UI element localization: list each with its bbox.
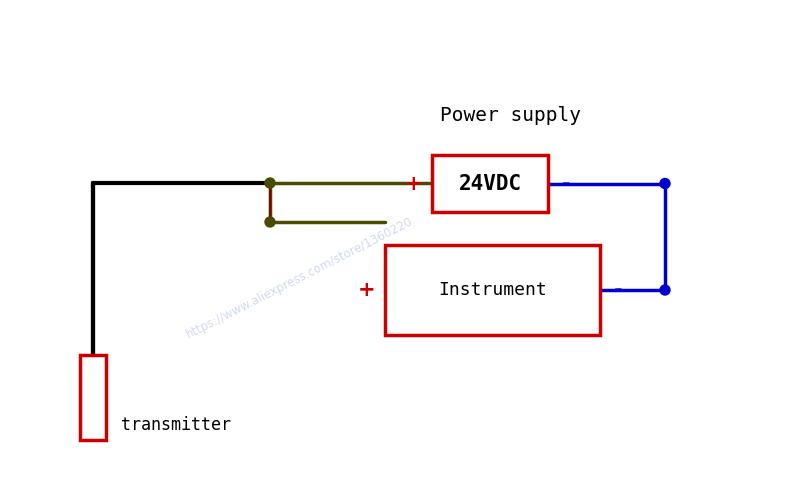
Circle shape	[660, 178, 670, 188]
Text: Instrument: Instrument	[438, 281, 547, 299]
Text: +: +	[358, 280, 376, 300]
Bar	[80, 355, 106, 440]
Bar	[432, 155, 548, 212]
Bar	[385, 245, 600, 335]
Text: 24VDC: 24VDC	[458, 174, 522, 194]
Circle shape	[265, 217, 275, 227]
Text: transmitter: transmitter	[121, 416, 231, 434]
Text: https://www.aliexpress.com/store/1360220: https://www.aliexpress.com/store/1360220	[185, 215, 415, 341]
Text: -: -	[562, 174, 570, 194]
Text: Power supply: Power supply	[439, 106, 581, 124]
Circle shape	[660, 285, 670, 295]
Text: +: +	[405, 174, 423, 194]
Text: -: -	[614, 280, 622, 300]
Circle shape	[265, 178, 275, 188]
